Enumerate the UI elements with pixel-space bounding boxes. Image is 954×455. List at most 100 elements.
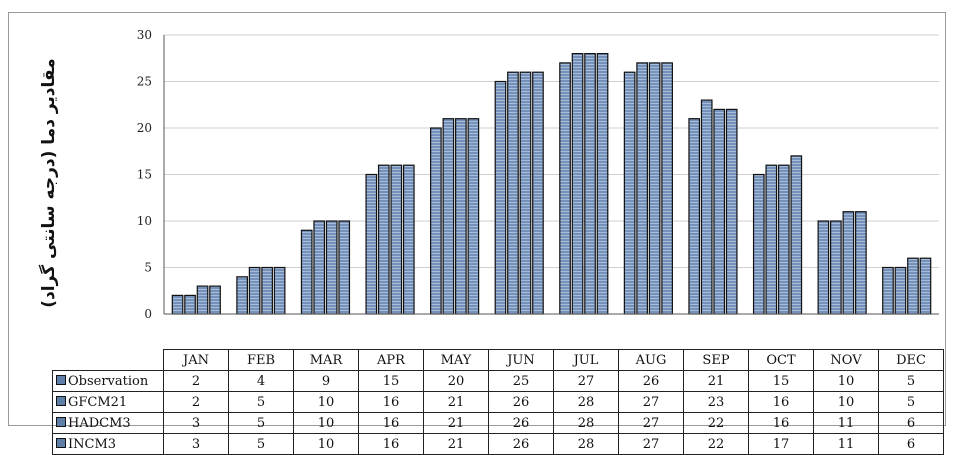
table-row: INCM3 3 5 10 16 21 26 28 27 22 17 11 6 [52,433,944,455]
table-cell: 23 [683,391,749,413]
table-cell: 27 [618,412,684,434]
table-cell: 10 [293,412,359,434]
bar-incm3-may [467,118,480,315]
table-cell: 11 [813,412,879,434]
bar-gfcm21-feb [248,266,261,315]
legend-key-icon [56,395,66,406]
bar-incm3-sep [725,108,738,315]
table-cell: 2 [163,391,229,413]
bar-observation-mar [300,229,313,315]
table-cell: 10 [813,391,879,413]
x-tick-label: JUN [488,349,554,371]
y-tick-label: 5 [144,261,152,275]
table-cell: 11 [813,433,879,455]
x-tick-label: JAN [163,349,229,371]
bar-gfcm21-sep [700,99,713,315]
bar-gfcm21-jan [184,294,196,315]
legend-entry: GFCM21 [52,391,164,413]
table-cell: 26 [488,412,554,434]
bar-hadcm3-feb [261,266,273,315]
table-cell: 5 [878,391,944,413]
table-row: Observation 2 4 9 15 20 25 27 26 21 15 10 5 [52,370,944,392]
bar-hadcm3-jun [519,71,532,315]
legend-label: INCM3 [68,436,117,452]
legend-label: Observation [68,373,149,389]
table-cell: 16 [358,391,424,413]
table-cell: 16 [748,391,814,413]
table-cell: 5 [228,433,294,455]
table-cell: 6 [878,433,944,455]
y-axis-label: مقادیر دما (درجه سانتی گراد) [39,58,59,308]
bar-observation-oct [752,173,765,315]
legend-key-icon [56,374,66,385]
table-cell: 26 [488,391,554,413]
x-tick-label: APR [358,349,424,371]
y-tick-label: 30 [137,28,152,42]
legend-entry: INCM3 [52,433,164,455]
bar-incm3-nov [855,211,867,315]
bar-observation-may [430,127,442,315]
bar-gfcm21-nov [830,220,842,315]
bar-chart: 0 5 10 15 20 25 30 [137,28,939,321]
x-tick-label: DEC [878,349,944,371]
bar-incm3-dec [919,257,932,315]
table-cell: 15 [358,370,424,392]
legend-entry: Observation [52,370,164,392]
bar-hadcm3-oct [777,164,790,315]
table-corner [53,350,164,371]
bar-observation-jan [171,294,184,315]
table-cell: 3 [163,412,229,434]
bar-incm3-jun [532,71,544,315]
bar-observation-nov [817,220,830,315]
table-cell: 21 [423,433,489,455]
table-cell: 10 [813,370,879,392]
table-cell: 26 [488,433,554,455]
bar-incm3-jul [596,52,609,315]
table-cell: 15 [748,370,814,392]
legend-key-icon [56,416,66,427]
bar-observation-dec [882,266,894,315]
table-cell: 9 [293,370,359,392]
table-cell: 27 [553,370,619,392]
bars [171,52,932,315]
x-tick-label: OCT [748,349,814,371]
bar-hadcm3-aug [648,62,661,315]
bar-hadcm3-jan [196,285,209,315]
table-cell: 3 [163,433,229,455]
bar-observation-feb [236,276,248,315]
bar-gfcm21-mar [313,220,326,315]
bar-gfcm21-jul [571,52,584,315]
y-tick-label: 25 [137,75,152,89]
bar-incm3-aug [661,62,673,315]
bar-observation-jun [494,80,507,315]
table-cell: 16 [358,412,424,434]
x-tick-label: MAY [423,349,489,371]
data-table: JAN FEB MAR APR MAY JUN JUL AUG SEP OCT NOV DEC Obse… [52,349,944,455]
table-cell: 21 [423,412,489,434]
bar-hadcm3-dec [907,257,919,315]
table-cell: 27 [618,433,684,455]
y-tick-label: 15 [137,168,152,182]
bar-incm3-jan [209,285,221,315]
table-cell: 28 [553,391,619,413]
table-cell: 5 [228,412,294,434]
table-cell: 28 [553,433,619,455]
bar-gfcm21-dec [894,266,907,315]
table-cell: 25 [488,370,554,392]
table-cell: 5 [878,370,944,392]
bar-observation-aug [623,71,636,315]
axes: 0 5 10 15 20 25 30 [137,28,939,321]
bar-incm3-mar [338,220,351,315]
table-cell: 10 [293,391,359,413]
table-cell: 17 [748,433,814,455]
bar-observation-jul [559,62,571,315]
bar-observation-apr [365,173,378,315]
x-tick-label: JUL [553,349,619,371]
table-cell: 21 [683,370,749,392]
legend-label: HADCM3 [68,415,131,431]
x-tick-label: SEP [683,349,749,371]
gridlines [164,34,939,315]
table-cell: 27 [618,391,684,413]
x-tick-label: AUG [618,349,684,371]
bar-incm3-feb [273,266,286,315]
